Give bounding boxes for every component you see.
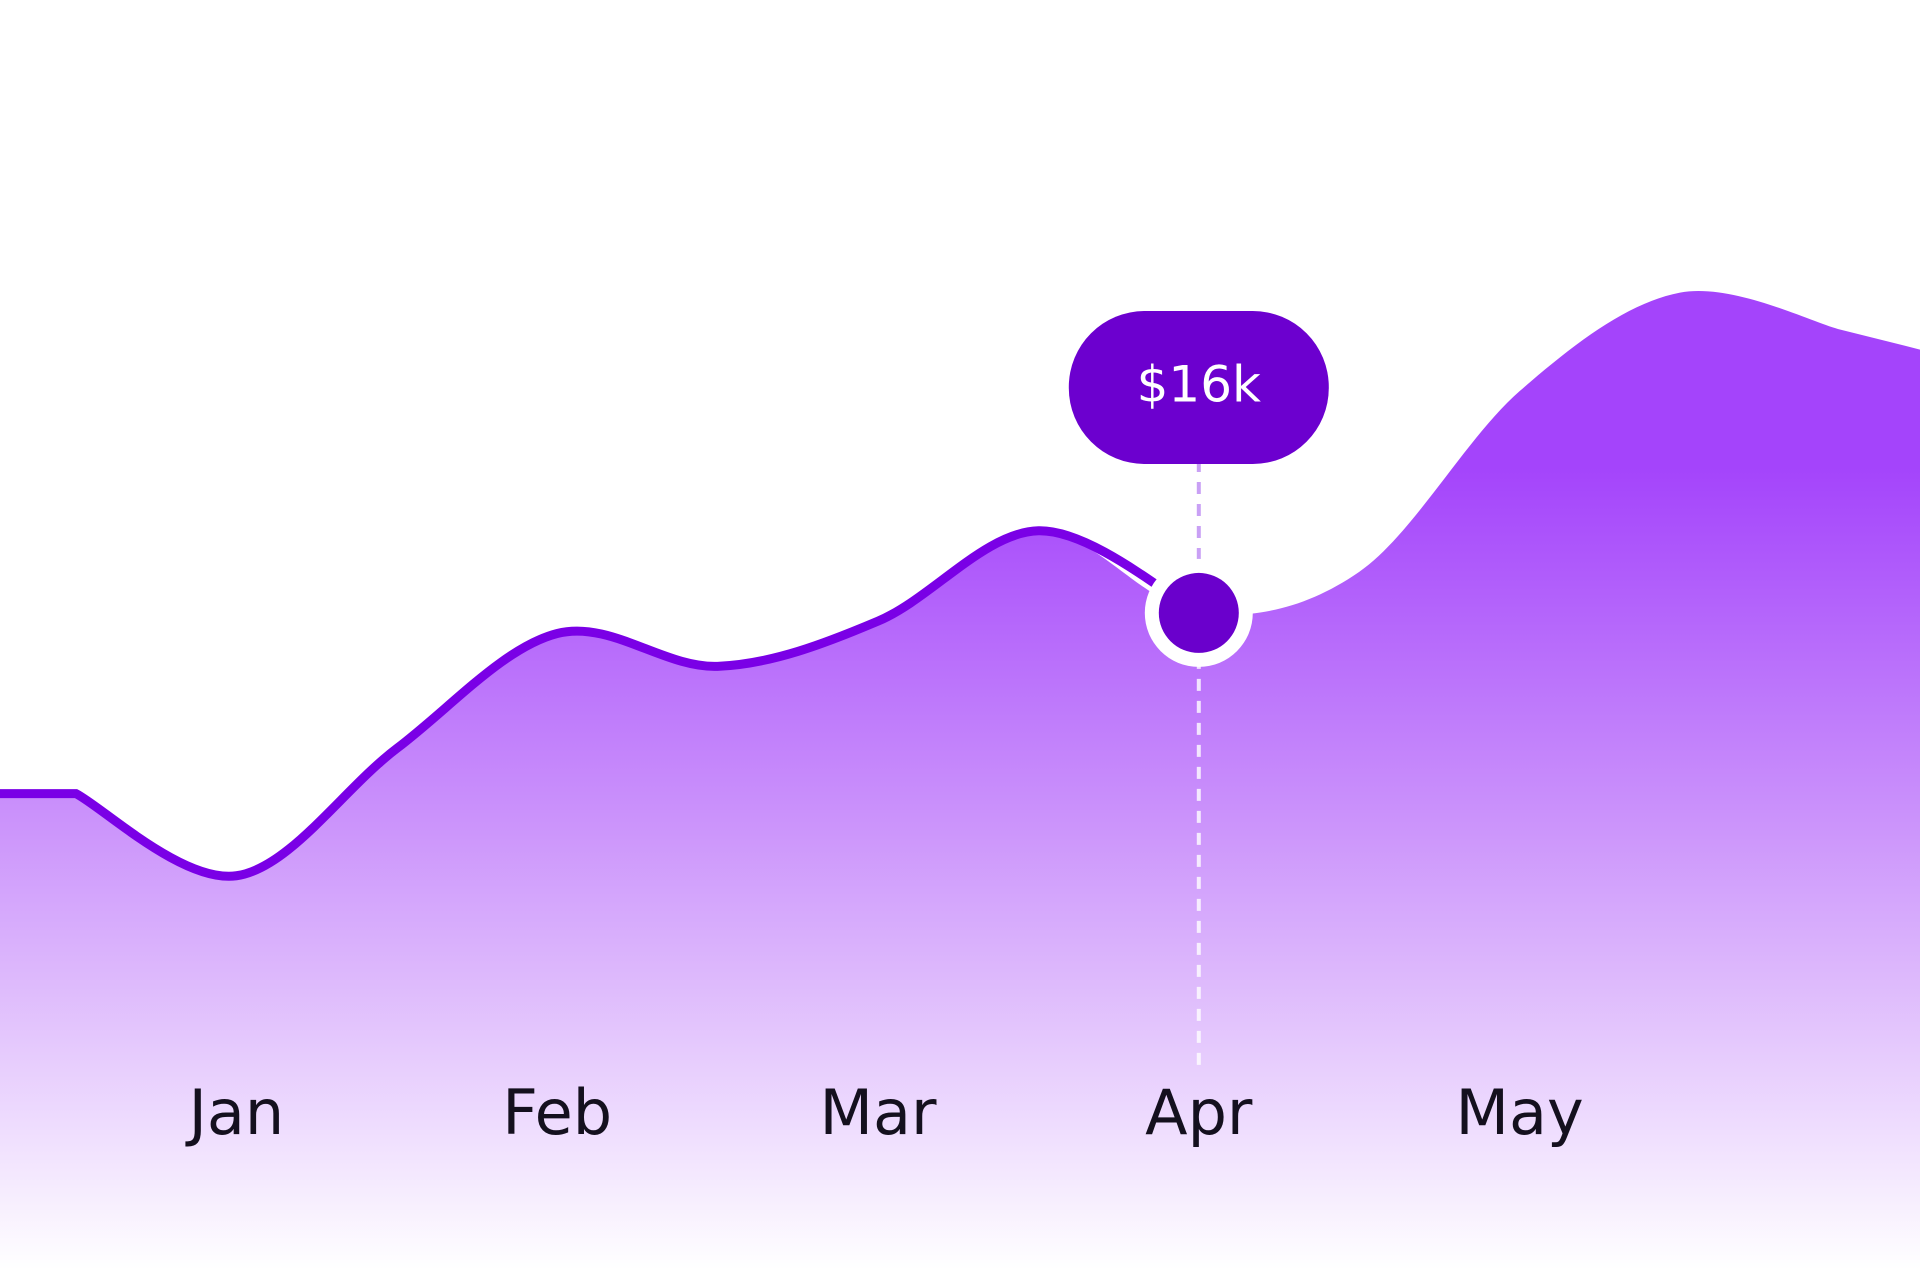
area-fill (0, 290, 1920, 1270)
x-tick-label: Apr (1145, 1076, 1253, 1149)
tooltip-label: $16k (1137, 356, 1261, 414)
x-tick-label: Jan (185, 1076, 285, 1149)
line (0, 526, 1204, 881)
x-tick-label: Feb (502, 1076, 612, 1149)
tooltip (1068, 311, 1329, 464)
point (1158, 572, 1239, 653)
x-tick-label: Mar (820, 1076, 937, 1149)
x-tick-label: May (1456, 1076, 1584, 1149)
